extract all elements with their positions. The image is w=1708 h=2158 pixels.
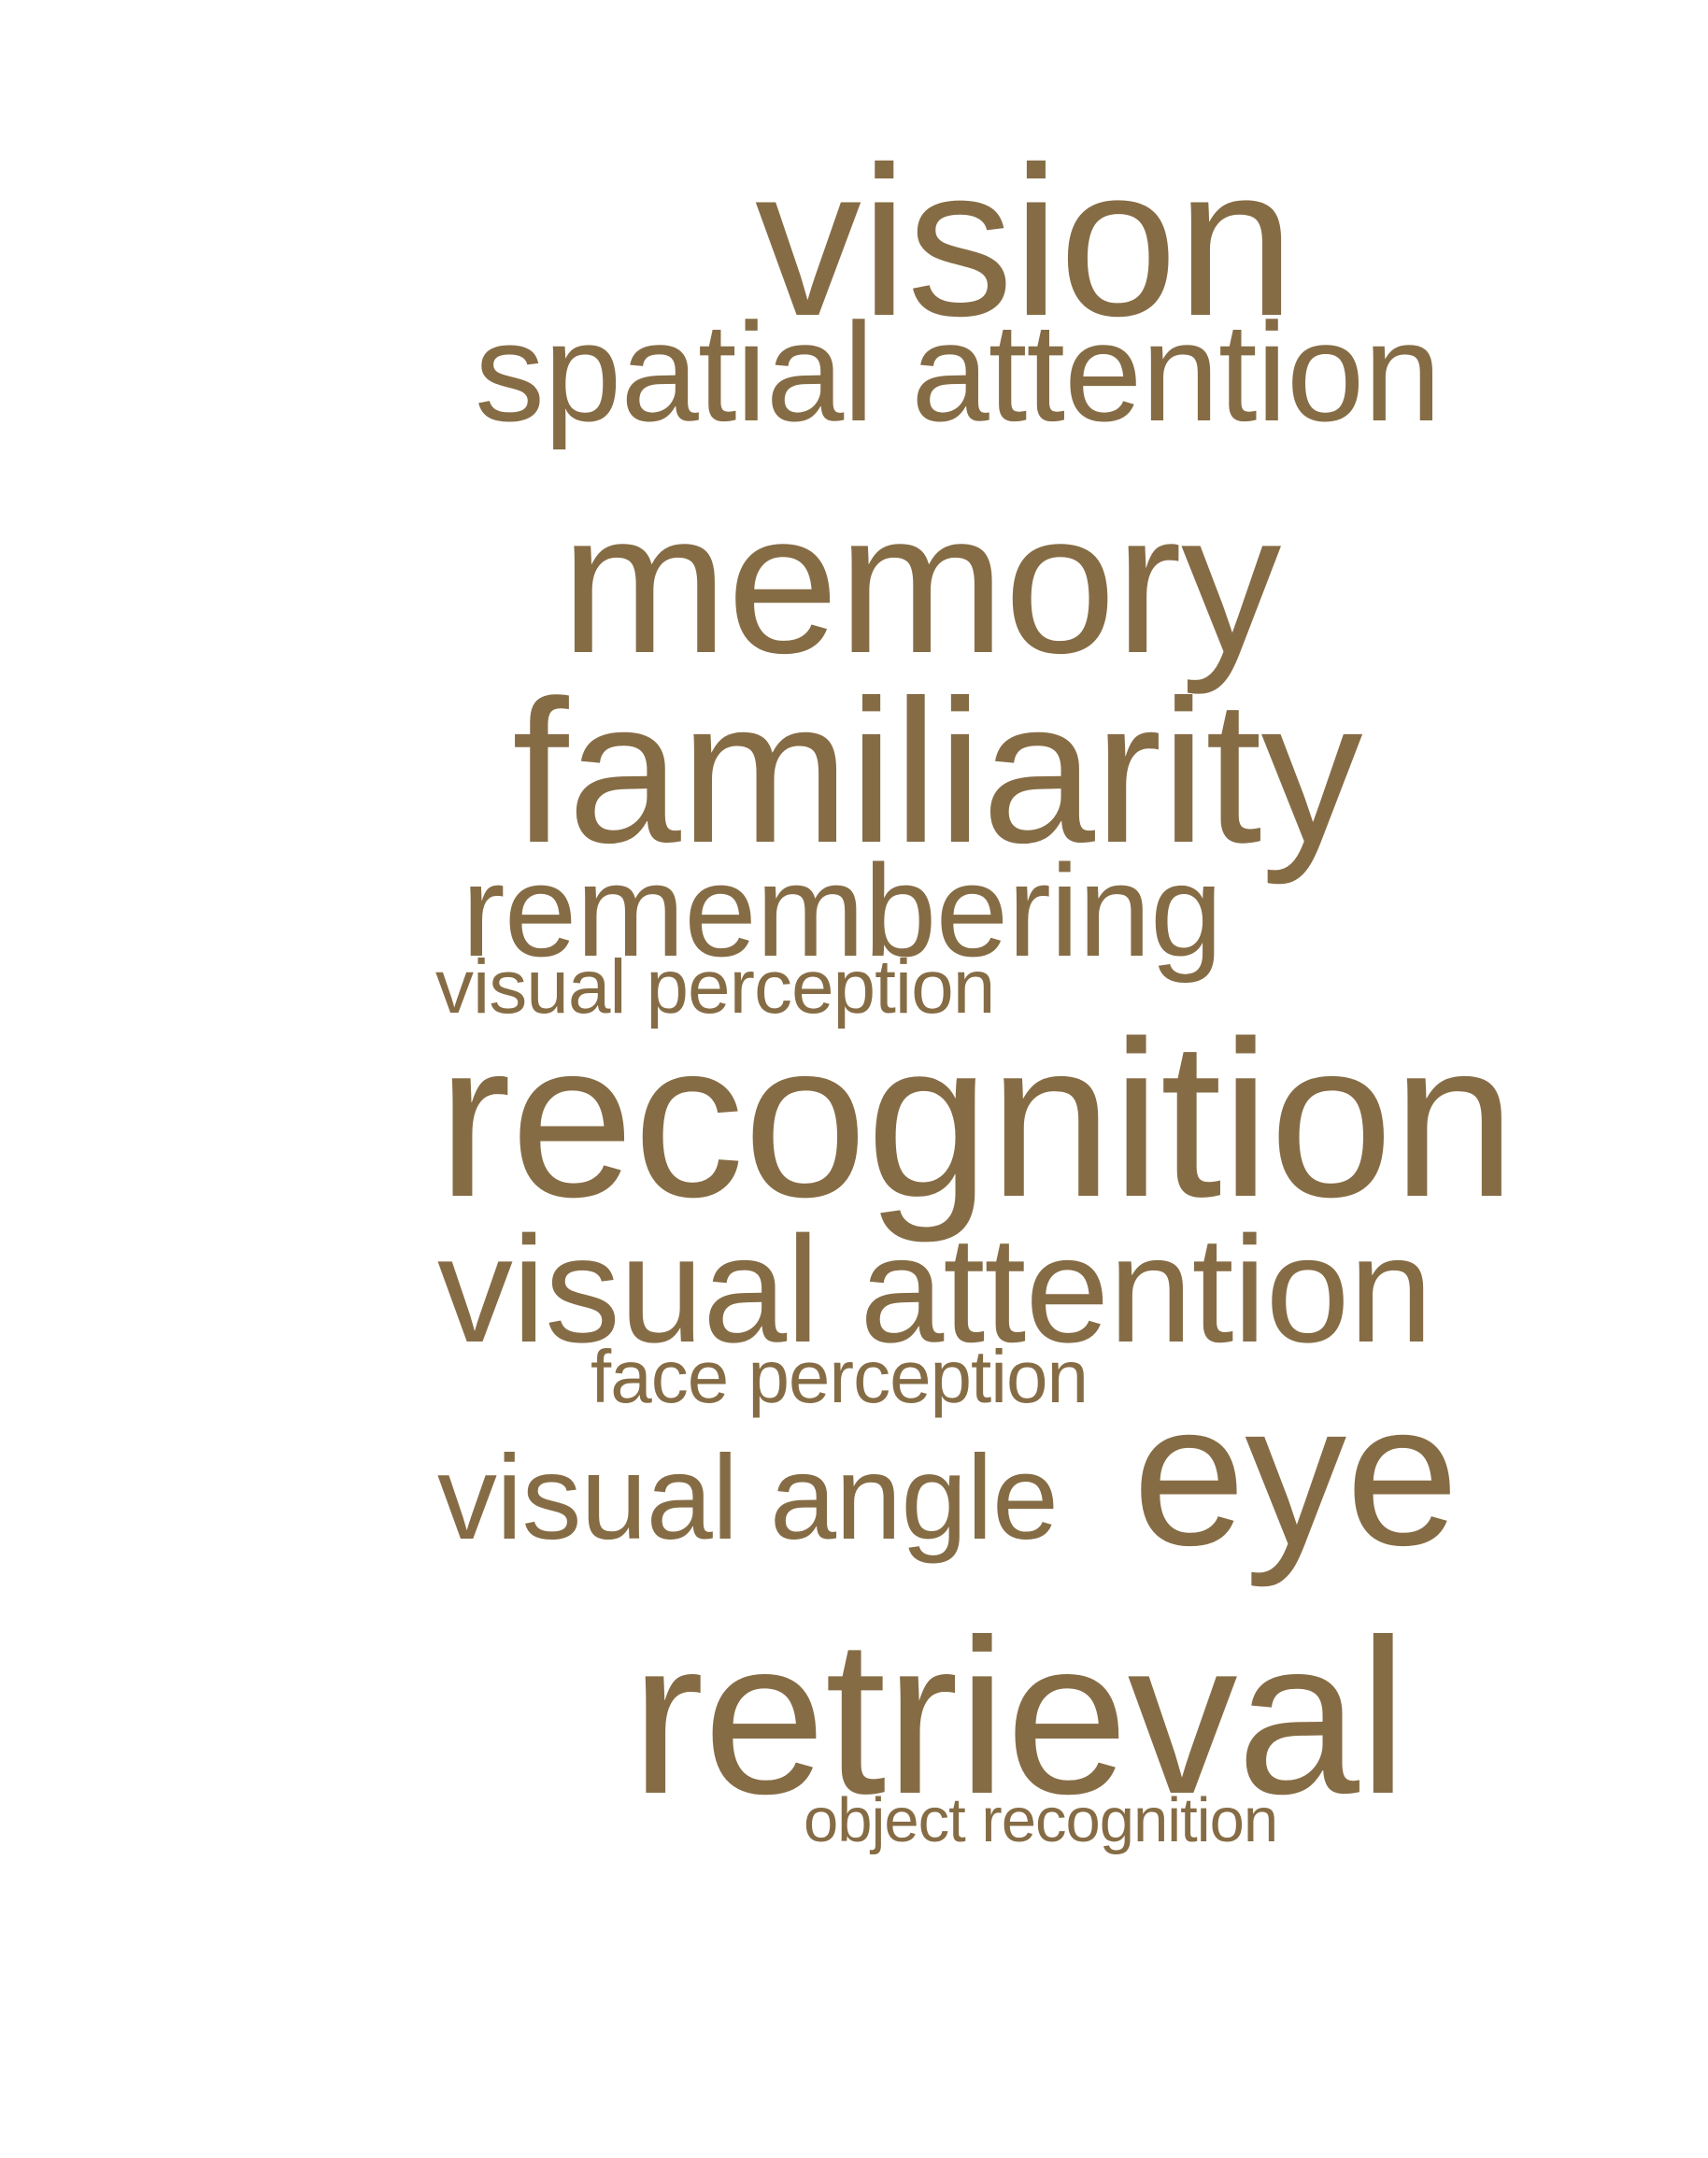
word-recognition: recognition xyxy=(437,996,1516,1243)
word-object-recognition: object recognition xyxy=(804,1785,1278,1855)
word-visual-angle: visual angle xyxy=(437,1431,1059,1565)
word-visual-attention: visual attention xyxy=(437,1205,1433,1374)
word-face-perception: face perception xyxy=(591,1335,1089,1418)
word-visual-perception: visual perception xyxy=(435,944,995,1029)
word-vision: vision xyxy=(755,123,1295,361)
word-retrieval: retrieval xyxy=(631,1594,1407,1840)
word-memory: memory xyxy=(561,470,1281,695)
word-spatial-attention: spatial attention xyxy=(475,293,1442,450)
word-familiarity: familiarity xyxy=(512,659,1363,886)
word-remembering: remembering xyxy=(462,837,1223,984)
word-eye: eye xyxy=(1132,1361,1459,1588)
